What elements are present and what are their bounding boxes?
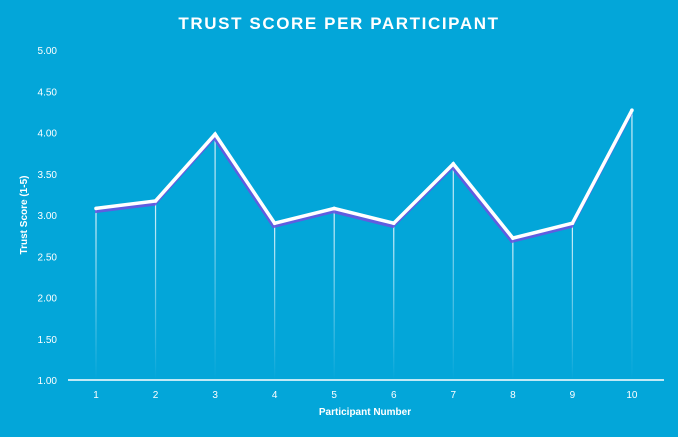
y-tick-label: 2.00 — [38, 294, 58, 305]
x-tick-label: 5 — [331, 390, 337, 401]
x-tick-label: 1 — [93, 390, 99, 401]
chart-title: TRUST SCORE PER PARTICIPANT — [178, 14, 499, 33]
x-tick-label: 3 — [212, 390, 218, 401]
drop-lines — [95, 110, 633, 380]
data-points — [94, 108, 634, 240]
data-point — [272, 221, 277, 226]
x-tick-label: 9 — [570, 390, 576, 401]
y-tick-label: 2.50 — [38, 252, 58, 263]
y-tick-label: 3.50 — [38, 170, 58, 181]
data-point — [153, 199, 158, 203]
drop-line — [154, 200, 157, 380]
y-tick-label: 1.00 — [38, 376, 58, 387]
x-tick-label: 7 — [451, 390, 457, 401]
data-point — [511, 236, 515, 240]
drop-line — [393, 223, 395, 380]
x-tick-label: 4 — [272, 390, 278, 401]
drop-line — [571, 223, 573, 380]
drop-line — [214, 134, 216, 380]
drop-line — [452, 163, 454, 380]
x-tick-label: 2 — [153, 390, 159, 401]
x-tick-label: 6 — [391, 390, 397, 401]
y-tick-label: 3.00 — [38, 211, 58, 222]
drop-line — [333, 208, 335, 380]
x-tick-label: 8 — [510, 390, 516, 401]
x-tick-label: 10 — [626, 390, 638, 401]
data-point — [451, 162, 456, 166]
data-point — [213, 132, 217, 136]
x-axis-ticks: 1 2 3 4 5 6 7 8 9 10 — [93, 390, 638, 401]
data-point — [570, 221, 575, 226]
y-tick-label: 4.50 — [38, 87, 58, 98]
drop-line — [512, 238, 514, 380]
x-axis-title: Participant Number — [319, 407, 411, 418]
data-point — [94, 206, 98, 211]
y-tick-label: 1.50 — [38, 335, 58, 346]
drop-line — [274, 223, 276, 380]
series-line — [95, 109, 634, 241]
data-point — [630, 108, 634, 113]
y-axis-title: Trust Score (1-5) — [19, 176, 30, 255]
data-point — [332, 206, 337, 211]
data-point — [391, 221, 396, 226]
drop-line — [631, 110, 633, 380]
y-tick-label: 5.00 — [38, 46, 58, 57]
y-axis-ticks: 1.00 1.50 2.00 2.50 3.00 3.50 4.00 4.50 5.00 — [38, 46, 58, 387]
y-tick-label: 4.00 — [38, 129, 58, 140]
drop-line — [95, 208, 97, 380]
